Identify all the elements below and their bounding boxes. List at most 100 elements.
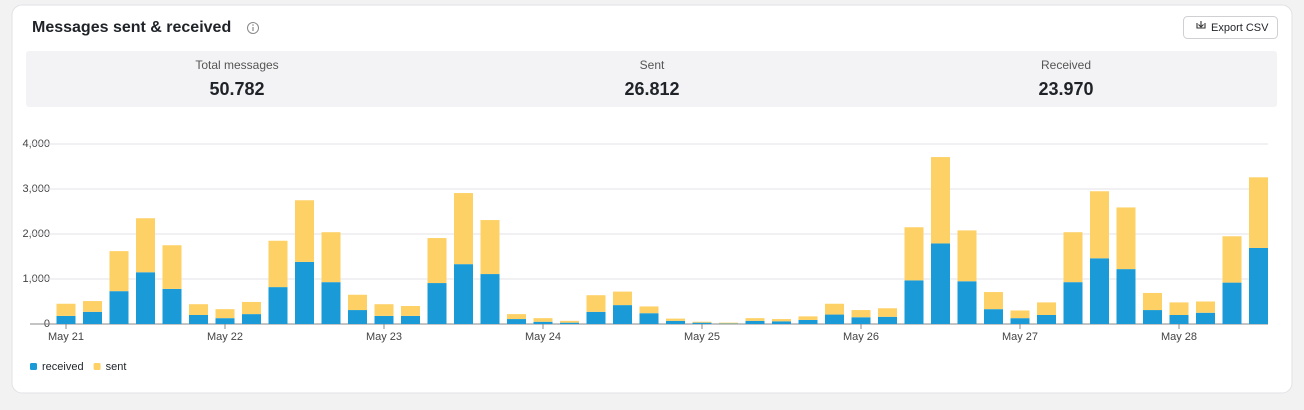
bar-segment: [295, 200, 314, 262]
bar-segment: [693, 322, 712, 323]
bar-segment: [269, 287, 288, 324]
bar-segment: [242, 314, 261, 324]
bar-segment: [1249, 248, 1268, 324]
bar-segment: [454, 264, 473, 324]
legend-label: sent: [106, 361, 127, 373]
bar-segment: [587, 295, 606, 312]
bar-segment: [481, 274, 500, 324]
bar-segment: [163, 245, 182, 289]
bar-segment: [1064, 282, 1083, 324]
bar-segment: [348, 295, 367, 310]
bar-segment: [852, 310, 871, 317]
bar-segment: [746, 318, 765, 321]
bar-segment: [1037, 302, 1056, 315]
x-tick-label: May 24: [525, 331, 561, 343]
stat-label: Sent: [640, 58, 665, 72]
x-tick-label: May 21: [48, 331, 84, 343]
bar-segment: [1223, 283, 1242, 324]
export-button[interactable]: Export CSV: [1184, 17, 1278, 39]
x-tick-label: May 23: [366, 331, 402, 343]
bar-segment: [375, 316, 394, 324]
bar-segment: [1117, 269, 1136, 324]
stat-label: Received: [1041, 58, 1091, 72]
bar-segment: [772, 321, 791, 324]
bar-segment: [83, 301, 102, 312]
bar-segment: [189, 304, 208, 315]
bar-segment: [666, 319, 685, 321]
bar-segment: [348, 310, 367, 324]
bar-segment: [401, 306, 420, 316]
bar-segment: [613, 305, 632, 324]
bar-segment: [772, 319, 791, 321]
bar-segment: [1143, 293, 1162, 310]
bar-segment: [905, 227, 924, 280]
x-tick-label: May 26: [843, 331, 879, 343]
export-label[interactable]: Export CSV: [1211, 22, 1269, 34]
bar-segment: [269, 241, 288, 287]
bar-segment: [136, 218, 155, 272]
bar-segment: [878, 317, 897, 324]
bar-segment: [693, 323, 712, 324]
bar-segment: [110, 291, 129, 324]
x-tick-label: May 22: [207, 331, 243, 343]
bar-segment: [481, 220, 500, 274]
bar-segment: [1170, 315, 1189, 324]
bar-segment: [587, 312, 606, 324]
legend-swatch: [94, 363, 101, 370]
bar-segment: [216, 318, 235, 324]
bar-segment: [1143, 310, 1162, 324]
bar-segment: [560, 321, 579, 323]
bar-segment: [931, 157, 950, 243]
bar-segment: [57, 304, 76, 316]
bar-segment: [534, 318, 553, 322]
bar-segment: [1011, 311, 1030, 319]
card-title: Messages sent & received: [32, 19, 231, 36]
bar-segment: [799, 320, 818, 324]
bar-segment: [746, 321, 765, 324]
bar-segment: [1090, 191, 1109, 258]
bar-segment: [1037, 315, 1056, 324]
legend-label: received: [42, 361, 84, 373]
legend-swatch: [30, 363, 37, 370]
bar-segment: [1011, 318, 1030, 324]
bar-segment: [295, 262, 314, 324]
bar-segment: [852, 317, 871, 324]
stat-value: 50.782: [209, 79, 264, 99]
bar-segment: [958, 281, 977, 324]
bar-segment: [1090, 258, 1109, 324]
bar-segment: [799, 316, 818, 320]
bar-segment: [640, 306, 659, 313]
bar-segment: [163, 289, 182, 324]
bar-segment: [1249, 177, 1268, 248]
bar-segment: [1064, 232, 1083, 282]
bar-segment: [83, 312, 102, 324]
bar-segment: [905, 280, 924, 324]
bar-segment: [984, 292, 1003, 309]
x-tick-label: May 27: [1002, 331, 1038, 343]
bar-segment: [322, 232, 341, 282]
bar-segment: [640, 313, 659, 324]
bar-segment: [428, 238, 447, 283]
stat-value: 26.812: [624, 79, 679, 99]
bar-segment: [1196, 313, 1215, 324]
bar-segment: [1196, 302, 1215, 313]
bar-segment: [666, 321, 685, 324]
x-tick-label: May 28: [1161, 331, 1197, 343]
x-tick-label: May 25: [684, 331, 720, 343]
bar-segment: [57, 316, 76, 324]
bar-segment: [507, 319, 526, 324]
bar-segment: [931, 243, 950, 324]
bar-segment: [401, 316, 420, 324]
bar-segment: [560, 323, 579, 324]
bar-segment: [242, 302, 261, 314]
bar-segment: [878, 308, 897, 317]
bar-segment: [322, 282, 341, 324]
bar-segment: [825, 315, 844, 324]
bar-segment: [189, 315, 208, 324]
bar-segment: [428, 283, 447, 324]
bar-segment: [613, 292, 632, 306]
bar-segment: [454, 193, 473, 264]
stat-value: 23.970: [1038, 79, 1093, 99]
bar-segment: [136, 272, 155, 324]
bar-segment: [958, 230, 977, 281]
